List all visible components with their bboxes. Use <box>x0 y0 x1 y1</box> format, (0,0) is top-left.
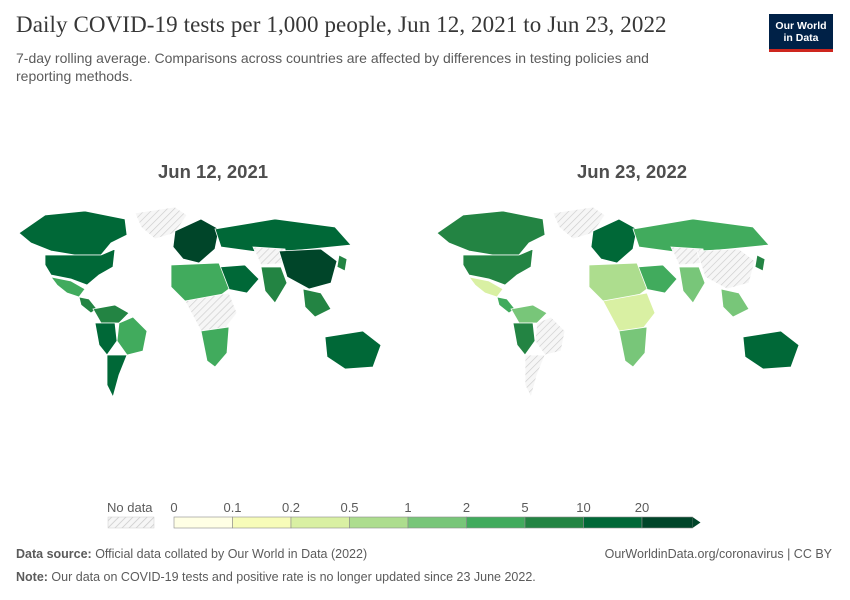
left-region-central-africa[interactable] <box>184 292 238 332</box>
right-region-russia[interactable] <box>632 218 770 254</box>
legend-color-bar <box>107 516 701 529</box>
legend-arrow <box>692 517 701 528</box>
note-label: Note: <box>16 570 48 584</box>
right-region-central-africa[interactable] <box>602 292 656 332</box>
legend-tick-label: 2 <box>462 500 471 515</box>
world-map-left[interactable] <box>15 205 415 405</box>
legend-tick-label: 5 <box>521 500 529 515</box>
left-region-russia[interactable] <box>214 218 352 254</box>
legend-tick-label: 10 <box>576 500 591 515</box>
right-region-china[interactable] <box>696 248 756 290</box>
legend-tick-label: 0 <box>170 500 178 515</box>
legend-swatch <box>232 516 292 529</box>
legend-swatch <box>466 516 526 529</box>
left-region-australia[interactable] <box>324 330 382 370</box>
right-region-europe[interactable] <box>590 218 638 264</box>
world-map-right[interactable] <box>433 205 833 405</box>
map-date-right: Jun 23, 2022 <box>577 161 688 182</box>
right-region-argentina[interactable] <box>524 354 546 399</box>
left-region-china[interactable] <box>278 248 338 290</box>
right-region-south-america-north[interactable] <box>510 304 548 324</box>
right-region-india[interactable] <box>678 266 706 304</box>
right-region-australia[interactable] <box>742 330 800 370</box>
legend-no-data-swatch <box>107 516 155 529</box>
logo-line-2: in Data <box>783 32 819 44</box>
left-region-europe[interactable] <box>172 218 220 264</box>
legend-swatch <box>583 516 643 529</box>
source-text: Official data collated by Our World in D… <box>91 547 368 561</box>
legend-swatch <box>524 516 584 529</box>
logo-line-1: Our World <box>775 20 827 32</box>
left-region-brazil[interactable] <box>116 316 148 356</box>
legend-swatch <box>641 516 693 529</box>
legend-no-data-label: No data <box>107 500 153 515</box>
footer-note: Note: Our data on COVID-19 tests and pos… <box>16 570 536 584</box>
footer-link[interactable]: OurWorldinData.org/coronavirus | CC BY <box>604 547 832 561</box>
left-region-north-america[interactable] <box>18 210 128 256</box>
footer-source: Data source: Official data collated by O… <box>16 547 367 561</box>
right-region-usa[interactable] <box>462 248 534 286</box>
left-region-japan[interactable] <box>336 254 348 272</box>
right-region-south-america-west[interactable] <box>512 322 536 356</box>
chart-subtitle: 7-day rolling average. Comparisons acros… <box>16 50 649 84</box>
legend-tick-label: 0.1 <box>223 500 242 515</box>
left-region-southeast-asia[interactable] <box>302 288 332 318</box>
chart-title: Daily COVID-19 tests per 1,000 people, J… <box>16 12 667 37</box>
right-region-africa-south[interactable] <box>618 326 648 368</box>
legend-tick-label: 0.5 <box>340 500 359 515</box>
left-region-south-america-north[interactable] <box>92 304 130 324</box>
map-date-left: Jun 12, 2021 <box>158 161 269 182</box>
left-region-india[interactable] <box>260 266 288 304</box>
legend-swatch <box>407 516 467 529</box>
legend-tick-label: 1 <box>404 500 412 515</box>
right-region-brazil[interactable] <box>534 316 566 356</box>
source-label: Data source: <box>16 547 92 561</box>
note-text: Our data on COVID-19 tests and positive … <box>47 570 536 584</box>
legend-tick-label: 20 <box>634 500 650 515</box>
legend-swatch <box>349 516 409 529</box>
right-region-japan[interactable] <box>754 254 766 272</box>
legend-tick-label: 0.2 <box>281 500 301 515</box>
legend-swatch <box>173 516 233 529</box>
left-region-africa-south[interactable] <box>200 326 230 368</box>
legend-swatch <box>290 516 350 529</box>
left-region-argentina[interactable] <box>106 354 128 399</box>
left-region-south-america-west[interactable] <box>94 322 118 356</box>
right-region-southeast-asia[interactable] <box>720 288 750 318</box>
owid-logo[interactable]: Our World in Data <box>769 14 833 52</box>
color-legend: No data 0 0.1 0.2 0.5 1 2 5 10 20 <box>0 496 850 536</box>
right-region-north-america[interactable] <box>436 210 546 256</box>
left-region-usa[interactable] <box>44 248 116 286</box>
